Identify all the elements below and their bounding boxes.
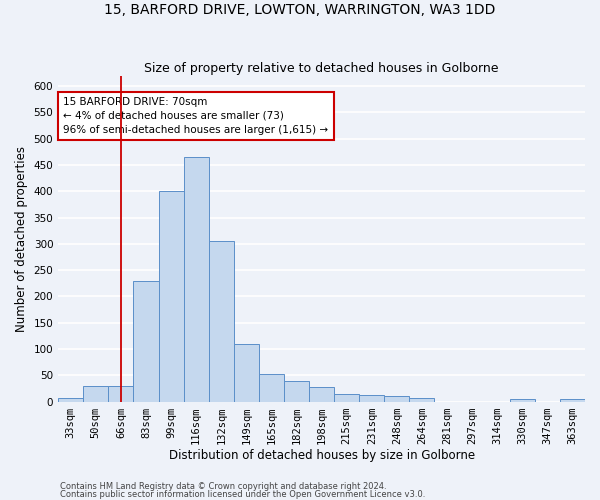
Text: Contains public sector information licensed under the Open Government Licence v3: Contains public sector information licen… — [60, 490, 425, 499]
Bar — [109, 386, 133, 402]
Bar — [359, 394, 385, 402]
Bar — [334, 394, 359, 402]
Bar — [133, 280, 158, 402]
Title: Size of property relative to detached houses in Golborne: Size of property relative to detached ho… — [145, 62, 499, 74]
Bar — [560, 399, 585, 402]
Bar — [284, 380, 309, 402]
Bar — [184, 157, 209, 402]
Bar — [259, 374, 284, 402]
Bar — [234, 344, 259, 402]
Bar — [83, 386, 109, 402]
Bar — [409, 398, 434, 402]
Text: 15, BARFORD DRIVE, LOWTON, WARRINGTON, WA3 1DD: 15, BARFORD DRIVE, LOWTON, WARRINGTON, W… — [104, 2, 496, 16]
Text: Contains HM Land Registry data © Crown copyright and database right 2024.: Contains HM Land Registry data © Crown c… — [60, 482, 386, 491]
Bar — [209, 242, 234, 402]
Bar — [158, 192, 184, 402]
Bar — [510, 399, 535, 402]
Y-axis label: Number of detached properties: Number of detached properties — [15, 146, 28, 332]
X-axis label: Distribution of detached houses by size in Golborne: Distribution of detached houses by size … — [169, 450, 475, 462]
Bar — [309, 388, 334, 402]
Bar — [58, 398, 83, 402]
Bar — [385, 396, 409, 402]
Text: 15 BARFORD DRIVE: 70sqm
← 4% of detached houses are smaller (73)
96% of semi-det: 15 BARFORD DRIVE: 70sqm ← 4% of detached… — [64, 97, 329, 135]
